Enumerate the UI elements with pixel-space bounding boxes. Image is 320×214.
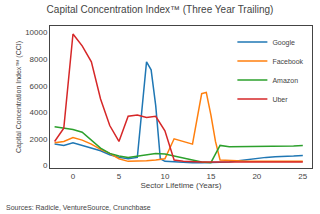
svg-text:25: 25 <box>298 172 307 181</box>
svg-text:Sector Lifetime (Years): Sector Lifetime (Years) <box>140 181 221 190</box>
svg-text:4000: 4000 <box>30 108 48 117</box>
svg-text:5: 5 <box>117 172 122 181</box>
svg-text:Facebook: Facebook <box>272 58 303 65</box>
svg-text:20: 20 <box>252 172 261 181</box>
svg-text:6000: 6000 <box>30 82 48 91</box>
svg-text:0: 0 <box>43 161 48 170</box>
svg-text:Google: Google <box>272 39 295 47</box>
svg-text:10: 10 <box>160 172 169 181</box>
svg-text:Sources: Radicle, VentureSourc: Sources: Radicle, VentureSource, Crunchb… <box>6 204 151 211</box>
svg-text:Capital Concentration Index™ (: Capital Concentration Index™ (CCI) <box>15 41 23 153</box>
svg-text:Amazon: Amazon <box>272 77 298 84</box>
svg-text:Uber: Uber <box>272 96 288 103</box>
svg-text:10000: 10000 <box>25 28 48 37</box>
svg-text:2000: 2000 <box>30 135 48 144</box>
svg-text:15: 15 <box>206 172 215 181</box>
svg-text:Capital Concentration Index™ (: Capital Concentration Index™ (Three Year… <box>47 4 274 15</box>
svg-text:0: 0 <box>71 172 76 181</box>
svg-text:8000: 8000 <box>30 55 48 64</box>
